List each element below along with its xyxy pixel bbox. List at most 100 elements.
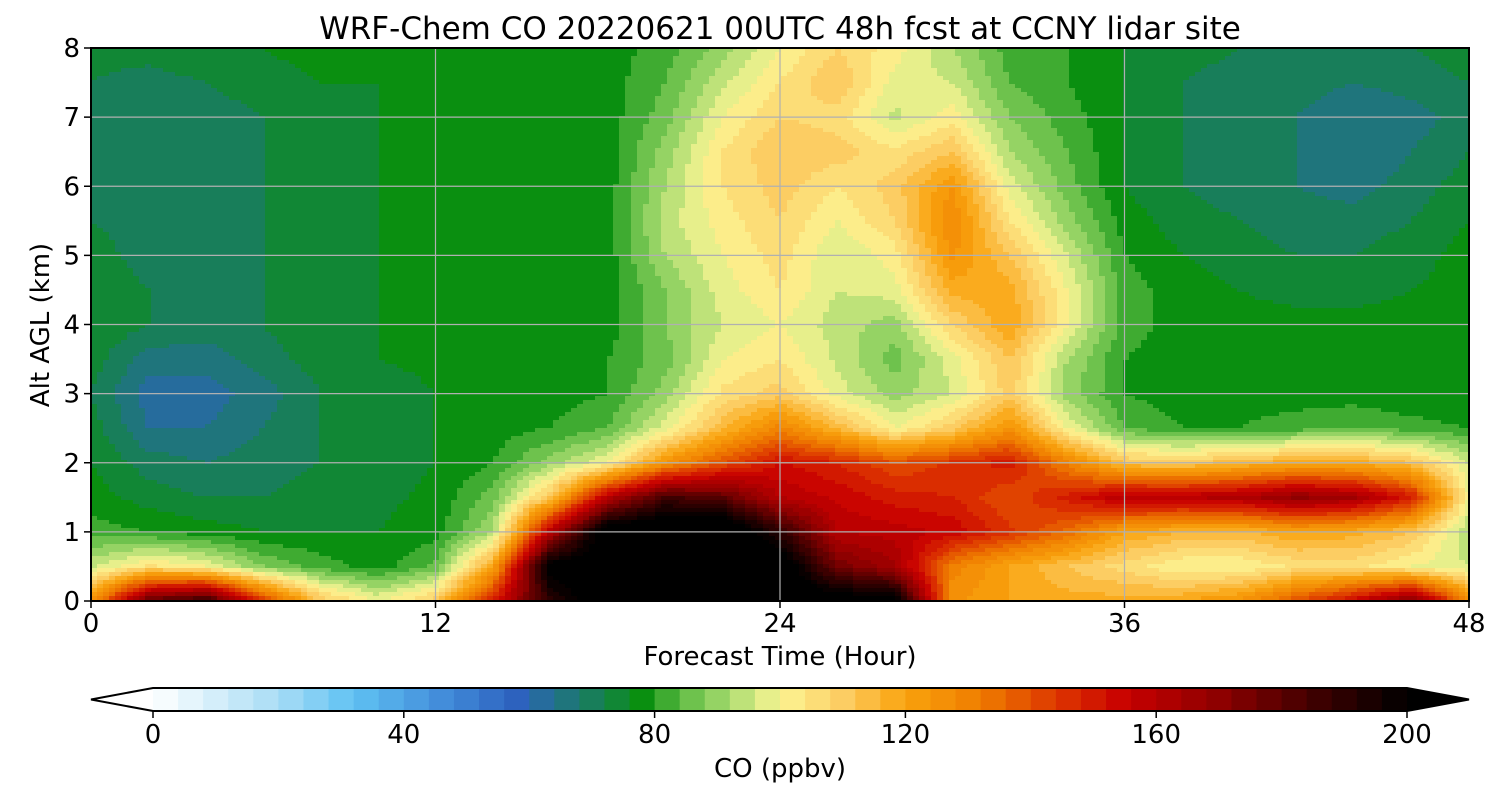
field-cell bbox=[463, 104, 470, 109]
field-cell bbox=[265, 132, 272, 137]
field-cell bbox=[571, 128, 578, 133]
field-cell bbox=[1447, 72, 1454, 77]
field-cell bbox=[139, 124, 146, 129]
field-cell bbox=[283, 68, 290, 73]
field-cell bbox=[433, 100, 440, 105]
field-cell bbox=[1399, 92, 1406, 97]
field-cell bbox=[427, 100, 434, 105]
field-cell bbox=[1435, 92, 1442, 97]
field-cell bbox=[379, 72, 386, 77]
field-cell bbox=[1309, 108, 1316, 113]
field-cell bbox=[457, 72, 464, 77]
field-cell bbox=[421, 72, 428, 77]
field-cell bbox=[679, 100, 686, 105]
field-cell bbox=[1261, 96, 1268, 101]
field-cell bbox=[217, 72, 224, 77]
field-cell bbox=[907, 100, 914, 105]
field-cell bbox=[1261, 108, 1268, 113]
field-cell bbox=[625, 92, 632, 97]
field-cell bbox=[631, 60, 638, 65]
field-cell bbox=[493, 88, 500, 93]
field-cell bbox=[451, 92, 458, 97]
field-cell bbox=[1417, 124, 1424, 129]
field-cell bbox=[883, 52, 890, 57]
field-cell bbox=[1231, 80, 1238, 85]
field-cell bbox=[859, 96, 866, 101]
field-cell bbox=[235, 72, 242, 77]
field-cell bbox=[415, 132, 422, 137]
field-cell bbox=[1213, 60, 1220, 65]
field-cell bbox=[667, 80, 674, 85]
field-cell bbox=[139, 92, 146, 97]
field-cell bbox=[145, 124, 152, 129]
field-cell bbox=[559, 60, 566, 65]
field-cell bbox=[271, 84, 278, 89]
field-cell bbox=[577, 80, 584, 85]
field-cell bbox=[1201, 80, 1208, 85]
field-cell bbox=[1141, 68, 1148, 73]
field-cell bbox=[601, 76, 608, 81]
field-cell bbox=[655, 72, 662, 77]
field-cell bbox=[223, 88, 230, 93]
field-cell bbox=[721, 112, 728, 117]
field-cell bbox=[529, 76, 536, 81]
field-cell bbox=[619, 108, 626, 113]
field-cell bbox=[715, 104, 722, 109]
field-cell bbox=[421, 112, 428, 117]
field-cell bbox=[535, 100, 542, 105]
field-cell bbox=[1045, 60, 1052, 65]
field-cell bbox=[655, 76, 662, 81]
field-cell bbox=[463, 112, 470, 117]
field-cell bbox=[1003, 96, 1010, 101]
field-cell bbox=[1273, 108, 1280, 113]
field-cell bbox=[409, 80, 416, 85]
field-cell bbox=[625, 100, 632, 105]
field-cell bbox=[217, 112, 224, 117]
field-cell bbox=[955, 80, 962, 85]
field-cell bbox=[913, 92, 920, 97]
field-cell bbox=[217, 68, 224, 73]
field-cell bbox=[229, 88, 236, 93]
field-cell bbox=[475, 96, 482, 101]
field-cell bbox=[229, 104, 236, 109]
field-cell bbox=[313, 60, 320, 65]
field-cell bbox=[295, 124, 302, 129]
field-cell bbox=[853, 92, 860, 97]
field-cell bbox=[895, 124, 902, 129]
field-cell bbox=[1333, 76, 1340, 81]
field-cell bbox=[721, 96, 728, 101]
field-cell bbox=[1129, 128, 1136, 133]
field-cell bbox=[403, 132, 410, 137]
field-cell bbox=[313, 100, 320, 105]
field-cell bbox=[787, 88, 794, 93]
field-cell bbox=[1339, 124, 1346, 129]
field-cell bbox=[1171, 80, 1178, 85]
field-cell bbox=[823, 72, 830, 77]
field-cell bbox=[889, 128, 896, 133]
field-cell bbox=[1459, 72, 1466, 77]
field-cell bbox=[115, 108, 122, 113]
field-cell bbox=[901, 88, 908, 93]
field-cell bbox=[1381, 108, 1388, 113]
field-cell bbox=[1453, 60, 1460, 65]
field-cell bbox=[385, 104, 392, 109]
field-cell bbox=[157, 64, 164, 69]
field-cell bbox=[181, 80, 188, 85]
field-cell bbox=[973, 64, 980, 69]
field-cell bbox=[823, 120, 830, 125]
field-cell bbox=[673, 76, 680, 81]
field-cell bbox=[1225, 92, 1232, 97]
field-cell bbox=[1039, 88, 1046, 93]
field-cell bbox=[685, 120, 692, 125]
field-cell bbox=[547, 84, 554, 89]
field-cell bbox=[253, 104, 260, 109]
field-cell bbox=[931, 60, 938, 65]
field-cell bbox=[541, 108, 548, 113]
field-cell bbox=[1093, 92, 1100, 97]
field-cell bbox=[883, 128, 890, 133]
field-cell bbox=[991, 104, 998, 109]
field-cell bbox=[847, 60, 854, 65]
field-cell bbox=[505, 128, 512, 133]
field-cell bbox=[385, 60, 392, 65]
field-cell bbox=[349, 72, 356, 77]
